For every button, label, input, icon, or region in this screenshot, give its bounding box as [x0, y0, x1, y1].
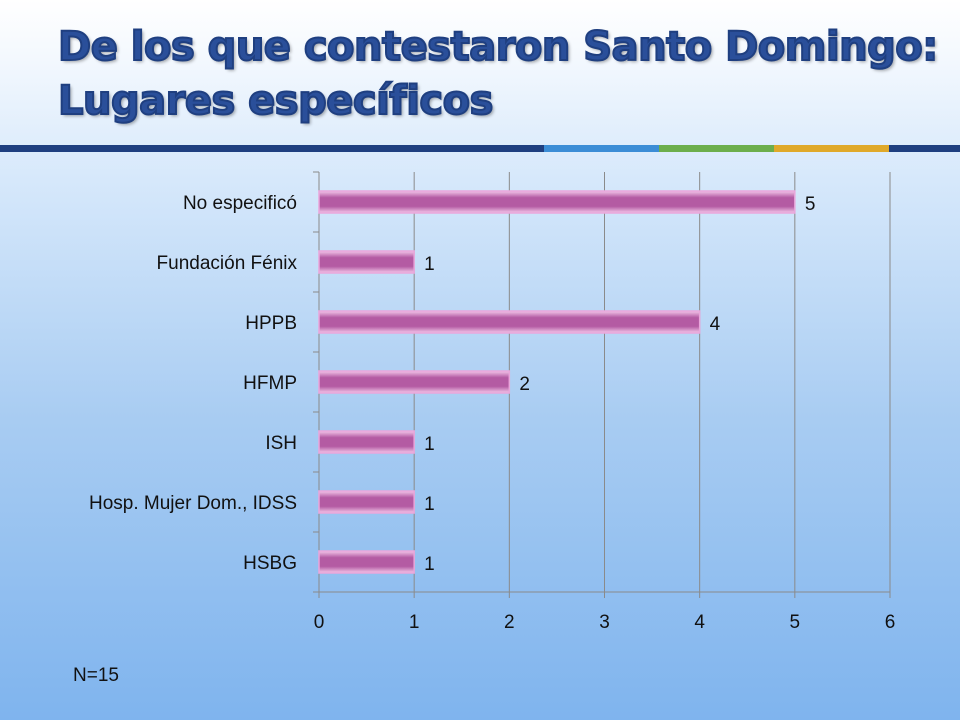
- category-label: HSBG: [243, 553, 297, 574]
- category-label: No especificó: [183, 193, 297, 214]
- slide-title-line1: De los que contestaron Santo Domingo:: [57, 23, 939, 71]
- x-tick-label: 2: [504, 612, 515, 633]
- sample-size-note: N=15: [73, 665, 119, 686]
- data-label: 5: [805, 194, 816, 215]
- x-tick-label: 4: [694, 612, 705, 633]
- bar: [318, 310, 701, 334]
- x-tick-label: 3: [599, 612, 610, 633]
- data-label: 1: [424, 434, 435, 455]
- divider-segment: [544, 145, 659, 152]
- data-label: 1: [424, 554, 435, 575]
- slide-title: De los que contestaron Santo Domingo: Lu…: [57, 20, 939, 128]
- category-label: Hosp. Mujer Dom., IDSS: [89, 493, 297, 514]
- category-label: HPPB: [245, 313, 297, 334]
- data-label: 1: [424, 494, 435, 515]
- x-tick-label: 6: [885, 612, 896, 633]
- category-label: ISH: [265, 433, 297, 454]
- x-tick-label: 1: [409, 612, 420, 633]
- bar: [318, 190, 796, 214]
- category-label: HFMP: [243, 373, 297, 394]
- bar: [318, 430, 415, 454]
- bar: [318, 490, 415, 514]
- x-tick-label: 0: [314, 612, 325, 633]
- divider-segment: [0, 145, 544, 152]
- category-label: Fundación Fénix: [157, 253, 298, 274]
- divider-segment: [774, 145, 889, 152]
- divider-segment: [889, 145, 960, 152]
- slide-title-line2: Lugares específicos: [57, 77, 494, 125]
- data-label: 2: [519, 374, 530, 395]
- bar: [318, 550, 415, 574]
- bar: [318, 370, 511, 394]
- data-label: 1: [424, 254, 435, 275]
- divider-segment: [659, 145, 774, 152]
- x-tick-label: 5: [790, 612, 801, 633]
- bar: [318, 250, 415, 274]
- data-label: 4: [710, 314, 721, 335]
